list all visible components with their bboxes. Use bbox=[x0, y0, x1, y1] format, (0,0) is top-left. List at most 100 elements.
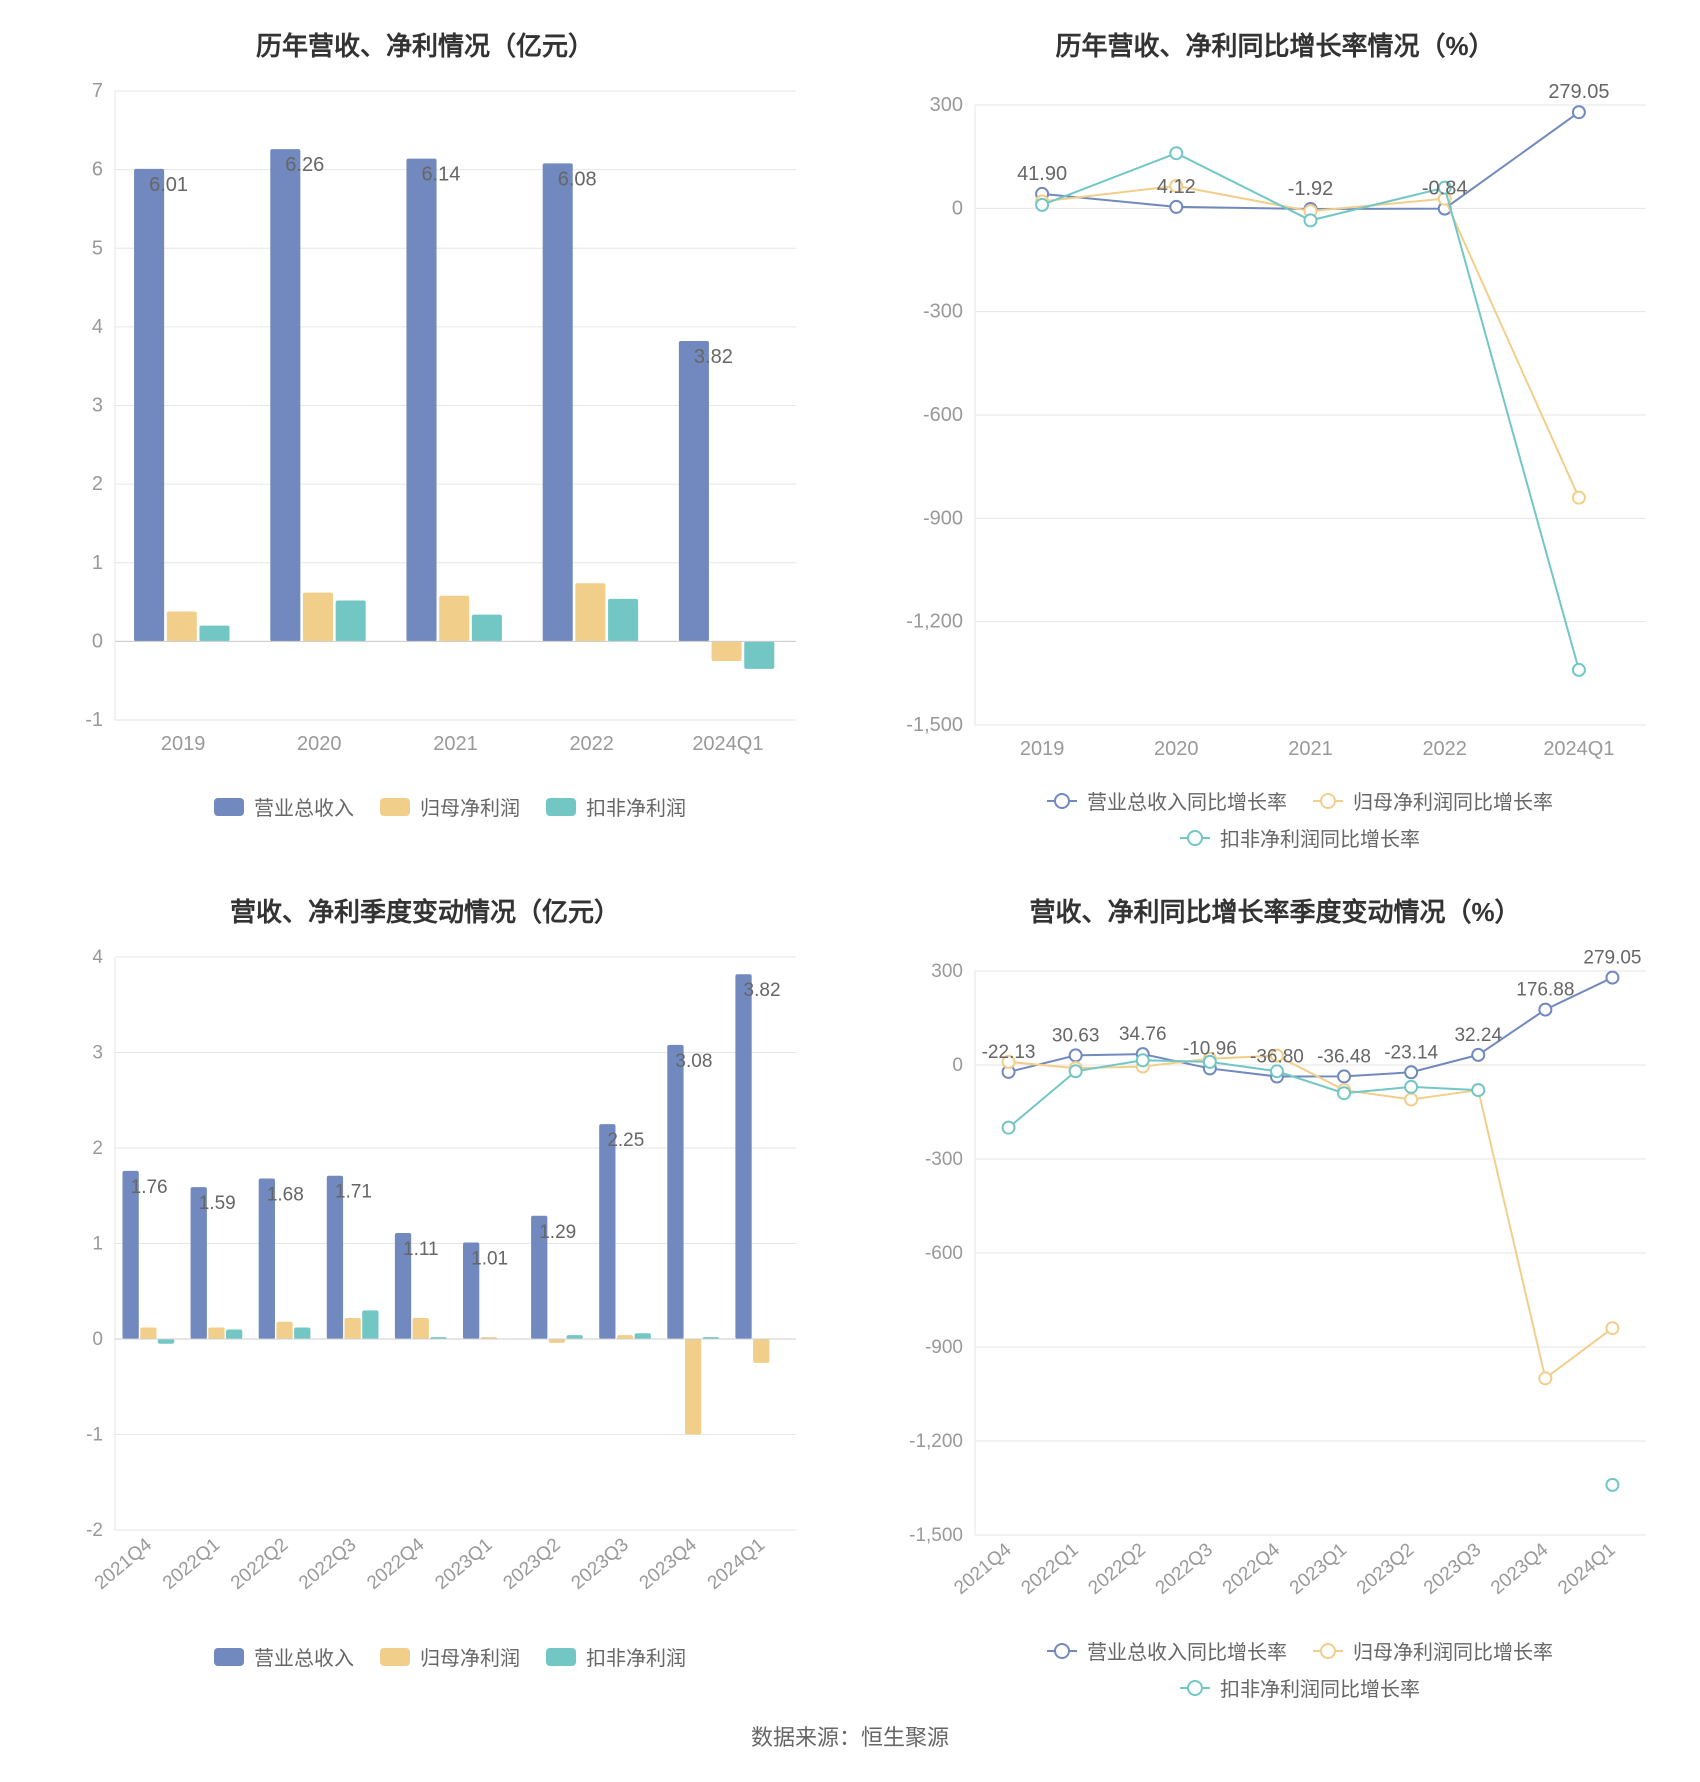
chart-svg: -1012345676.016.266.146.083.822019202020… bbox=[30, 75, 820, 770]
svg-text:2: 2 bbox=[92, 1138, 103, 1159]
svg-text:2022Q4: 2022Q4 bbox=[1219, 1539, 1285, 1599]
svg-text:0: 0 bbox=[952, 197, 963, 219]
svg-text:1.59: 1.59 bbox=[199, 1193, 236, 1214]
svg-text:2024Q1: 2024Q1 bbox=[1543, 738, 1614, 760]
svg-text:176.88: 176.88 bbox=[1516, 980, 1574, 1001]
svg-text:-300: -300 bbox=[925, 1149, 963, 1170]
svg-text:-36.80: -36.80 bbox=[1250, 1047, 1304, 1068]
svg-text:1.01: 1.01 bbox=[471, 1249, 508, 1270]
svg-text:2021: 2021 bbox=[1288, 738, 1333, 760]
legend-swatch bbox=[1047, 1650, 1077, 1652]
svg-text:2022Q3: 2022Q3 bbox=[295, 1534, 360, 1594]
legend-label: 扣非净利润 bbox=[586, 1642, 686, 1671]
chart3-plot: -2-1012341.761.591.681.711.111.011.292.2… bbox=[30, 941, 820, 1636]
svg-text:3.08: 3.08 bbox=[675, 1051, 712, 1072]
legend-label: 归母净利润同比增长率 bbox=[1353, 786, 1553, 815]
svg-text:-22.13: -22.13 bbox=[982, 1042, 1036, 1063]
svg-text:4: 4 bbox=[92, 316, 103, 338]
svg-text:2019: 2019 bbox=[1020, 738, 1065, 760]
svg-text:2020: 2020 bbox=[1154, 738, 1199, 760]
svg-text:2023Q4: 2023Q4 bbox=[636, 1534, 702, 1594]
svg-text:7: 7 bbox=[92, 80, 103, 102]
svg-text:-10.96: -10.96 bbox=[1183, 1038, 1237, 1059]
legend-label: 营业总收入同比增长率 bbox=[1087, 1636, 1287, 1665]
svg-text:2024Q1: 2024Q1 bbox=[692, 733, 763, 755]
chart2-title: 历年营收、净利同比增长率情况（%） bbox=[880, 26, 1670, 63]
svg-text:-900: -900 bbox=[925, 1337, 963, 1358]
legend-swatch bbox=[1180, 1687, 1210, 1689]
chart3-legend: 营业总收入 归母净利润 扣非净利润 bbox=[30, 1636, 820, 1706]
legend-label: 归母净利润同比增长率 bbox=[1353, 1636, 1553, 1665]
svg-text:2021Q4: 2021Q4 bbox=[91, 1534, 157, 1594]
legend-swatch bbox=[1180, 837, 1210, 839]
svg-text:4: 4 bbox=[92, 947, 103, 968]
chart2-legend: 营业总收入同比增长率归母净利润同比增长率扣非净利润同比增长率 bbox=[880, 780, 1670, 856]
svg-text:3.82: 3.82 bbox=[744, 980, 781, 1001]
chart4-plot: -1,500-1,200-900-600-3000300-22.1330.633… bbox=[880, 941, 1670, 1630]
svg-text:2023Q3: 2023Q3 bbox=[568, 1534, 633, 1594]
svg-text:2020: 2020 bbox=[297, 733, 342, 755]
svg-text:2023Q2: 2023Q2 bbox=[1353, 1539, 1418, 1599]
svg-text:3: 3 bbox=[92, 1043, 103, 1064]
legend-item: 归母净利润 bbox=[380, 792, 520, 821]
svg-text:5: 5 bbox=[92, 237, 103, 259]
svg-text:3: 3 bbox=[92, 395, 103, 417]
legend-swatch bbox=[1313, 800, 1343, 802]
svg-text:2023Q1: 2023Q1 bbox=[431, 1534, 496, 1594]
legend-item: 扣非净利润同比增长率 bbox=[1180, 1673, 1420, 1702]
svg-text:279.05: 279.05 bbox=[1583, 948, 1641, 969]
svg-text:1.71: 1.71 bbox=[335, 1182, 372, 1203]
svg-text:1: 1 bbox=[92, 1234, 103, 1255]
panel-quarterly-absolute: 营收、净利季度变动情况（亿元） -2-1012341.761.591.681.7… bbox=[0, 866, 850, 1716]
svg-text:1.76: 1.76 bbox=[131, 1177, 168, 1198]
svg-text:3.82: 3.82 bbox=[694, 346, 733, 368]
svg-text:2.25: 2.25 bbox=[607, 1130, 644, 1151]
svg-text:41.90: 41.90 bbox=[1017, 163, 1067, 185]
legend-swatch bbox=[546, 1648, 576, 1666]
svg-text:1.68: 1.68 bbox=[267, 1185, 304, 1206]
svg-text:2022: 2022 bbox=[569, 733, 614, 755]
svg-text:300: 300 bbox=[931, 961, 963, 982]
svg-text:1.29: 1.29 bbox=[539, 1222, 576, 1243]
legend-swatch bbox=[380, 798, 410, 816]
chart-svg: -2-1012341.761.591.681.711.111.011.292.2… bbox=[30, 941, 820, 1620]
chart-svg: -1,500-1,200-900-600-300030041.904.12-1.… bbox=[880, 75, 1670, 775]
legend-item: 营业总收入同比增长率 bbox=[1047, 786, 1287, 815]
legend-item: 营业总收入 bbox=[214, 1642, 354, 1671]
panel-quarterly-growth: 营收、净利同比增长率季度变动情况（%） -1,500-1,200-900-600… bbox=[850, 866, 1700, 1716]
legend-swatch bbox=[214, 798, 244, 816]
svg-text:2: 2 bbox=[92, 473, 103, 495]
svg-text:2023Q4: 2023Q4 bbox=[1487, 1539, 1553, 1599]
svg-text:-1,200: -1,200 bbox=[909, 1431, 963, 1452]
chart-grid: 历年营收、净利情况（亿元） -1012345676.016.266.146.08… bbox=[0, 0, 1700, 1700]
svg-text:2022Q2: 2022Q2 bbox=[227, 1534, 292, 1594]
svg-text:-0.84: -0.84 bbox=[1422, 178, 1468, 200]
legend-label: 扣非净利润同比增长率 bbox=[1220, 1673, 1420, 1702]
svg-text:32.24: 32.24 bbox=[1454, 1025, 1502, 1046]
svg-text:30.63: 30.63 bbox=[1052, 1025, 1100, 1046]
svg-text:-900: -900 bbox=[923, 507, 963, 529]
svg-text:2023Q2: 2023Q2 bbox=[499, 1534, 564, 1594]
svg-text:279.05: 279.05 bbox=[1548, 81, 1609, 103]
legend-item: 营业总收入 bbox=[214, 792, 354, 821]
svg-text:2021: 2021 bbox=[433, 733, 478, 755]
svg-text:2022Q3: 2022Q3 bbox=[1152, 1539, 1217, 1599]
svg-text:2023Q3: 2023Q3 bbox=[1420, 1539, 1485, 1599]
legend-swatch bbox=[380, 1648, 410, 1666]
legend-item: 归母净利润同比增长率 bbox=[1313, 1636, 1553, 1665]
svg-text:2022Q2: 2022Q2 bbox=[1085, 1539, 1150, 1599]
chart2-plot: -1,500-1,200-900-600-300030041.904.12-1.… bbox=[880, 75, 1670, 780]
panel-annual-growth: 历年营收、净利同比增长率情况（%） -1,500-1,200-900-600-3… bbox=[850, 0, 1700, 866]
legend-item: 营业总收入同比增长率 bbox=[1047, 1636, 1287, 1665]
svg-text:4.12: 4.12 bbox=[1157, 176, 1196, 198]
chart3-title: 营收、净利季度变动情况（亿元） bbox=[30, 892, 820, 929]
svg-text:6: 6 bbox=[92, 159, 103, 181]
svg-text:2019: 2019 bbox=[161, 733, 206, 755]
svg-text:300: 300 bbox=[930, 94, 963, 116]
chart-svg: -1,500-1,200-900-600-3000300-22.1330.633… bbox=[880, 941, 1670, 1625]
chart4-title: 营收、净利同比增长率季度变动情况（%） bbox=[880, 892, 1670, 929]
legend-item: 归母净利润 bbox=[380, 1642, 520, 1671]
svg-text:2022: 2022 bbox=[1422, 738, 1467, 760]
legend-swatch bbox=[214, 1648, 244, 1666]
legend-label: 归母净利润 bbox=[420, 1642, 520, 1671]
